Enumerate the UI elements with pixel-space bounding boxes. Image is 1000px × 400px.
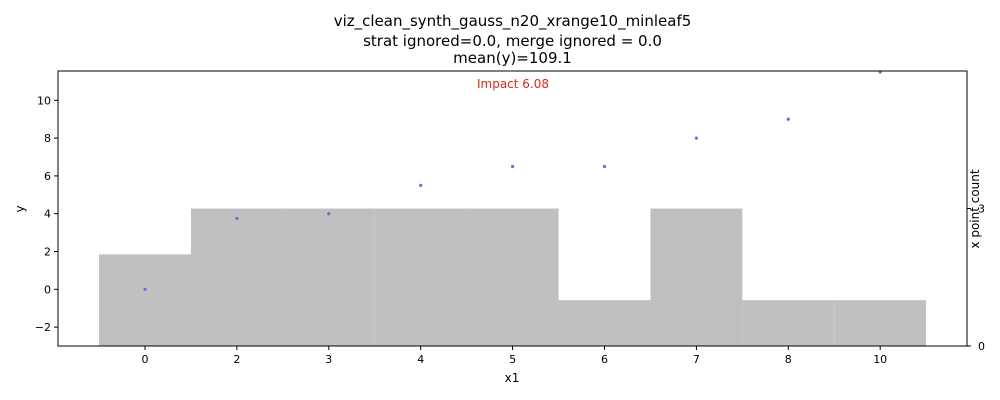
data-point bbox=[510, 164, 515, 169]
count-bar bbox=[650, 208, 743, 346]
x-tick-label: 4 bbox=[417, 353, 424, 366]
count-bar bbox=[558, 300, 651, 346]
y-axis-ticks: −2 0 2 4 6 8 10 bbox=[35, 94, 58, 334]
x-tick-label: 10 bbox=[873, 353, 887, 366]
y-tick-label: 6 bbox=[44, 170, 51, 183]
count-bar bbox=[190, 208, 283, 346]
data-point bbox=[602, 164, 607, 169]
count-bar bbox=[374, 208, 467, 346]
count-bar bbox=[834, 300, 927, 346]
x-axis-ticks: 0 2 3 4 5 6 7 8 10 bbox=[142, 346, 887, 366]
x-tick-label: 8 bbox=[785, 353, 792, 366]
x-tick-label: 7 bbox=[693, 353, 700, 366]
y-tick-label: 4 bbox=[44, 208, 51, 221]
count-bar bbox=[742, 300, 835, 346]
x-tick-label: 2 bbox=[233, 353, 240, 366]
data-point bbox=[786, 117, 790, 121]
y-tick-label: 10 bbox=[37, 94, 51, 107]
y-axis-label: y bbox=[13, 205, 27, 212]
x-tick-label: 6 bbox=[601, 353, 608, 366]
y-tick-label: −2 bbox=[35, 321, 51, 334]
x-tick-label: 0 bbox=[142, 353, 149, 366]
count-bar bbox=[282, 208, 375, 346]
data-point bbox=[235, 216, 239, 221]
right-axis-ticks: 03 bbox=[967, 203, 985, 353]
data-point bbox=[143, 287, 147, 291]
data-points bbox=[143, 70, 882, 291]
count-bars bbox=[99, 208, 927, 346]
chart-title-line-3: mean(y)=109.1 bbox=[453, 49, 572, 67]
chart-title-line-1: viz_clean_synth_gauss_n20_xrange10_minle… bbox=[333, 12, 692, 30]
count-bar bbox=[466, 208, 559, 346]
data-point bbox=[419, 183, 423, 187]
right-tick-label: 0 bbox=[978, 340, 985, 353]
data-point bbox=[327, 212, 331, 216]
y-tick-label: 2 bbox=[44, 245, 51, 258]
right-axis-label: x point count bbox=[968, 169, 982, 248]
x-tick-label: 5 bbox=[509, 353, 516, 366]
x-axis-label: x1 bbox=[505, 371, 520, 385]
y-tick-label: 0 bbox=[44, 283, 51, 296]
impact-annotation: Impact 6.08 bbox=[477, 77, 549, 91]
y-tick-label: 8 bbox=[44, 132, 51, 145]
data-point bbox=[694, 136, 699, 140]
right-tick-label: 3 bbox=[978, 203, 985, 216]
count-bar bbox=[99, 254, 191, 346]
x-tick-label: 3 bbox=[325, 353, 332, 366]
chart-title-line-2: strat ignored=0.0, merge ignored = 0.0 bbox=[363, 32, 662, 50]
